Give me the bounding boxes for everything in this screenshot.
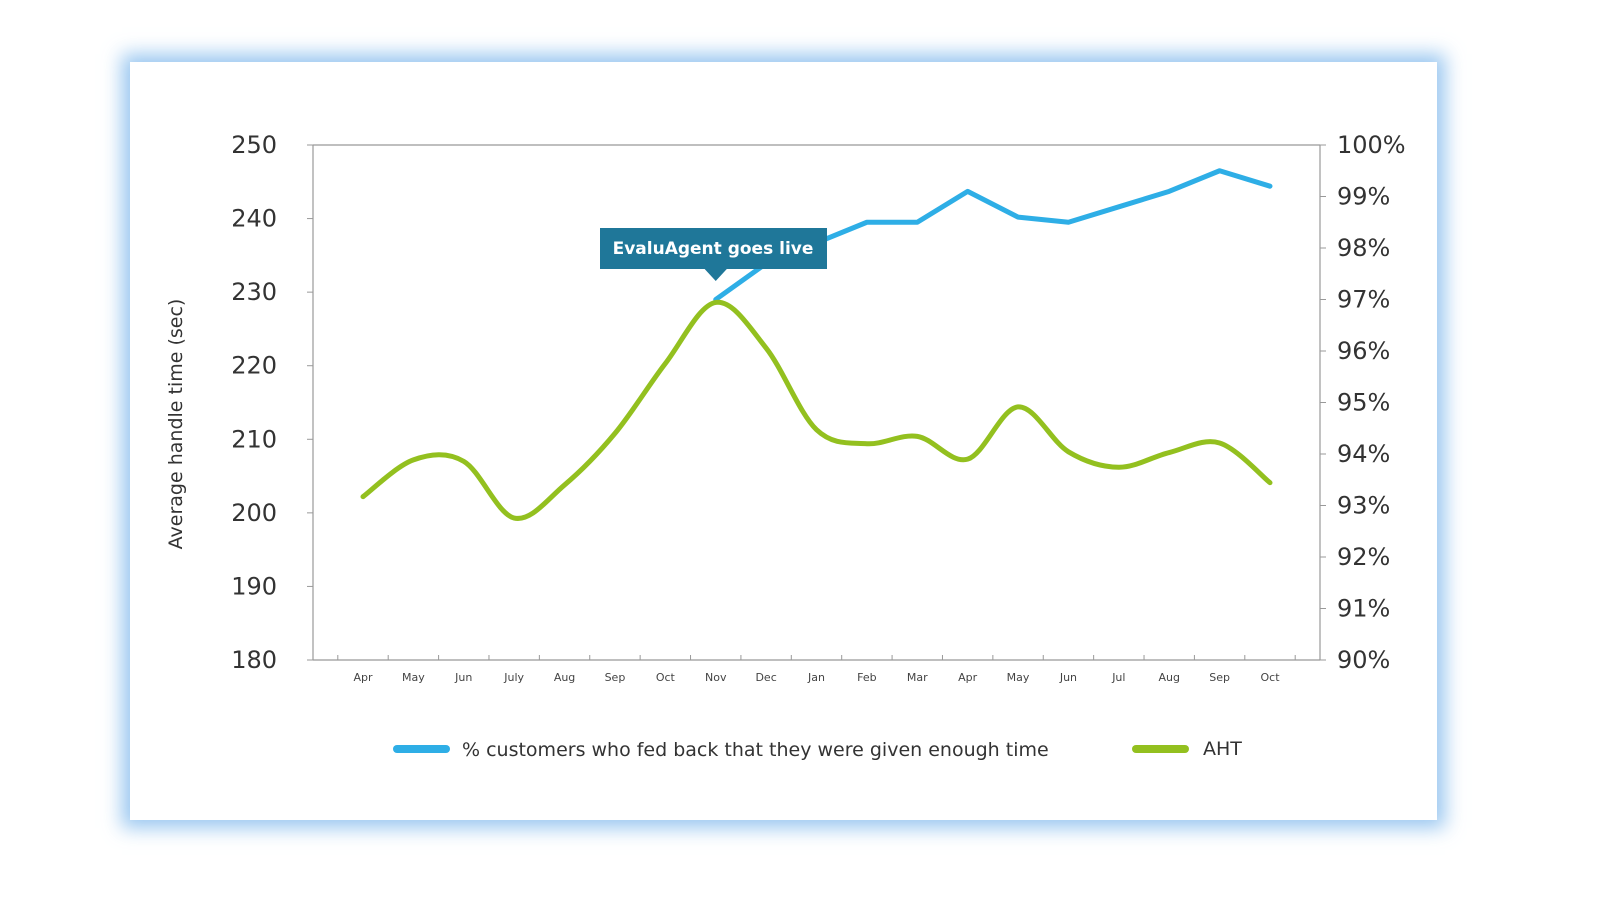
- x-tick-label: Mar: [907, 671, 928, 684]
- right-tick-label: 94%: [1337, 440, 1390, 468]
- right-tick-label: 100%: [1337, 131, 1406, 159]
- left-tick-label: 240: [231, 205, 277, 233]
- x-tick-label: Jan: [807, 671, 825, 684]
- x-tick-label: July: [503, 671, 524, 684]
- left-tick-label: 200: [231, 499, 277, 527]
- right-tick-label: 95%: [1337, 389, 1390, 417]
- x-tick-label: Jun: [454, 671, 472, 684]
- right-tick-label: 99%: [1337, 183, 1390, 211]
- series-lines: [360, 168, 1273, 521]
- x-tick-label: Sep: [1209, 671, 1230, 684]
- right-tick-label: 97%: [1337, 286, 1390, 314]
- x-tick-label: Aug: [554, 671, 575, 684]
- x-tick-label: Dec: [755, 671, 776, 684]
- x-tick-label: Jul: [1111, 671, 1125, 684]
- right-tick-label: 91%: [1337, 595, 1390, 623]
- left-tick-label: 220: [231, 352, 277, 380]
- x-tick-label: Sep: [605, 671, 626, 684]
- right-tick-label: 92%: [1337, 543, 1390, 571]
- right-tick-label: 90%: [1337, 646, 1390, 674]
- y-axis-label: Average handle time (sec): [165, 299, 187, 550]
- legend: % customers who fed back that they were …: [393, 738, 1242, 761]
- axes: 250 240 230 220 210 200 190 180 100% 99% 98% 97% 96%…: [231, 131, 1405, 684]
- annotation-box: [600, 228, 827, 269]
- left-tick-label: 190: [231, 572, 277, 600]
- right-tick-label: 96%: [1337, 337, 1390, 365]
- x-tick-label: Aug: [1158, 671, 1179, 684]
- right-tick-label: 98%: [1337, 234, 1390, 262]
- x-tick-label: May: [402, 671, 425, 684]
- right-tick-label: 93%: [1337, 492, 1390, 520]
- x-tick-label: Feb: [857, 671, 876, 684]
- x-tick-label: Nov: [705, 671, 727, 684]
- series-line-aht: [360, 299, 1273, 521]
- left-tick-label: 210: [231, 425, 277, 453]
- x-tick-label: Oct: [656, 671, 676, 684]
- left-tick-label: 180: [231, 646, 277, 674]
- annotation-text: EvaluAgent goes live: [613, 239, 814, 259]
- legend-label-customers-pct: % customers who fed back that they were …: [462, 739, 1049, 761]
- left-tick-label: 250: [231, 131, 277, 159]
- x-tick-label: Oct: [1260, 671, 1280, 684]
- x-tick-label: Apr: [958, 671, 978, 684]
- annotation-pointer: [703, 268, 728, 281]
- x-tick-label: May: [1007, 671, 1030, 684]
- legend-label-aht: AHT: [1203, 738, 1242, 760]
- x-tick-label: Jun: [1059, 671, 1077, 684]
- left-tick-label: 230: [231, 278, 277, 306]
- annotation: EvaluAgent goes live: [600, 228, 827, 281]
- x-tick-label: Apr: [353, 671, 373, 684]
